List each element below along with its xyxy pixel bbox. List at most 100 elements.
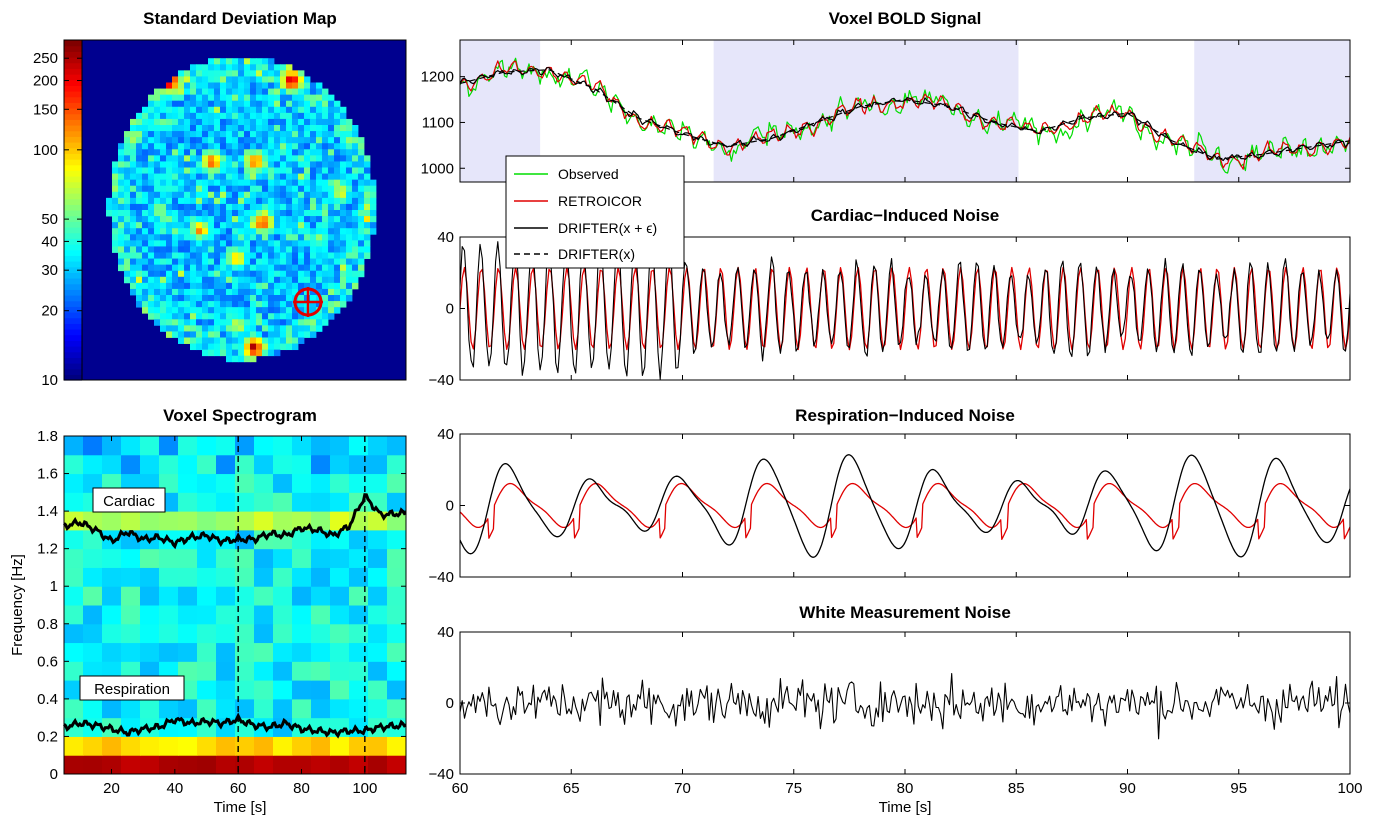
stdmap-pixel [232,106,239,114]
stdmap-pixel [184,125,191,132]
stdmap-pixel [172,191,179,199]
colorbar-tick-label: 40 [41,233,58,250]
stdmap-pixel [316,228,323,235]
stdmap-pixel [268,155,275,162]
stdmap-pixel [310,179,317,187]
stdmap-pixel [322,313,329,320]
stdmap-pixel [130,143,137,150]
stdmap-pixel [334,197,341,205]
stdmap-pixel [232,70,239,77]
stdmap-pixel [262,82,269,89]
colorbar-segment [64,193,82,200]
stdmap-pixel [196,246,203,253]
colorbar-segment [64,357,82,364]
stdmap-pixel [112,197,119,205]
stdmap-pixel [244,118,251,126]
stdmap-pixel [196,106,203,114]
stdmap-pixel [268,185,275,193]
stdmap-pixel [286,118,293,126]
stdmap-pixel [220,276,227,284]
stdmap-pixel [352,258,359,266]
stdmap-pixel [178,325,185,332]
spectro-axes: 00.20.40.60.811.21.41.61.820 40 60 80 100 [37,428,406,797]
stdmap-pixel [280,137,287,144]
stdmap-pixel [364,167,371,174]
stdmap-pixel [220,313,227,320]
stdmap-pixel [196,216,203,223]
stdmap-pixel [256,343,263,351]
stdmap-pixel [184,264,191,272]
spectro-cell [292,454,312,475]
stdmap-pixel [226,264,233,272]
stdmap-pixel [202,240,209,247]
stdmap-pixel [202,64,209,71]
stdmap-pixel [274,343,281,351]
stdmap-pixel [220,240,227,247]
stdmap-pixel [250,307,257,314]
stdmap-pixel [238,240,245,247]
stdmap-pixel [274,143,281,150]
stdmap-pixel [232,276,239,284]
stdmap-pixel [322,167,329,174]
stdmap-pixel [316,185,323,193]
stdmap-pixel [268,343,275,351]
stdmap-pixel [118,234,125,241]
stdmap-pixel [226,106,233,114]
stdmap-pixel [286,64,293,71]
stdmap-pixel [148,240,155,247]
spectro-cell [349,529,369,550]
stdmap-pixel [214,131,221,138]
spectro-cell [235,454,255,475]
spectro-cell [83,586,103,606]
annotation-respiration: Respiration [79,675,185,701]
stdmap-pixel [322,197,329,205]
stdmap-pixel [226,349,233,357]
spectro-cell [273,436,293,456]
stdmap-pixel [358,191,365,199]
stdmap-pixel [250,118,257,126]
stdmap-pixel [262,252,269,259]
stdmap-pixel [190,167,197,174]
stdmap-pixel [142,246,149,253]
stdmap-pixel [328,288,335,296]
stdmap-pixel [328,252,335,259]
stdmap-pixel [166,100,173,108]
stdmap-pixel [262,203,269,211]
spectro-cell [216,661,236,681]
stdmap-pixel [160,173,167,181]
stdmap-pixel [220,167,227,174]
stdmap-pixel [280,185,287,193]
spectro-cell [254,586,274,606]
stdmap-pixel [172,331,179,338]
stdmap-pixel [214,313,221,320]
stdmap-pixel [238,203,245,211]
stdmap-pixel [298,313,305,320]
stdmap-pixel [304,234,311,241]
stdmap-pixel [172,82,179,89]
stdmap-pixel [118,161,125,168]
stdmap-pixel [250,240,257,247]
spectro-cell [254,567,274,587]
stdmap-pixel [208,264,215,272]
stdmap-pixel [172,258,179,266]
stdmap-pixel [322,246,329,253]
colorbar-segment [64,159,82,166]
stdmap-pixel [310,270,317,278]
colorbar-segment [64,261,82,268]
stdmap-pixel [316,112,323,120]
stdmap-pixel [118,203,125,211]
stdmap-pixel [190,185,197,193]
stdmap-pixel [334,112,341,120]
stdmap-pixel [208,276,215,284]
stdmap-pixel [124,203,131,211]
stdmap-pixel [178,70,185,77]
stdmap-pixel [274,264,281,272]
stdmap-pixel [106,210,113,217]
stdmap-pixel [190,264,197,272]
spectro-cell [121,511,141,531]
stdmap-pixel [172,179,179,187]
spectro-cell [216,736,236,756]
spectro-cell [273,698,293,719]
stdmap-pixel [124,179,131,187]
stdmap-pixel [148,94,155,102]
